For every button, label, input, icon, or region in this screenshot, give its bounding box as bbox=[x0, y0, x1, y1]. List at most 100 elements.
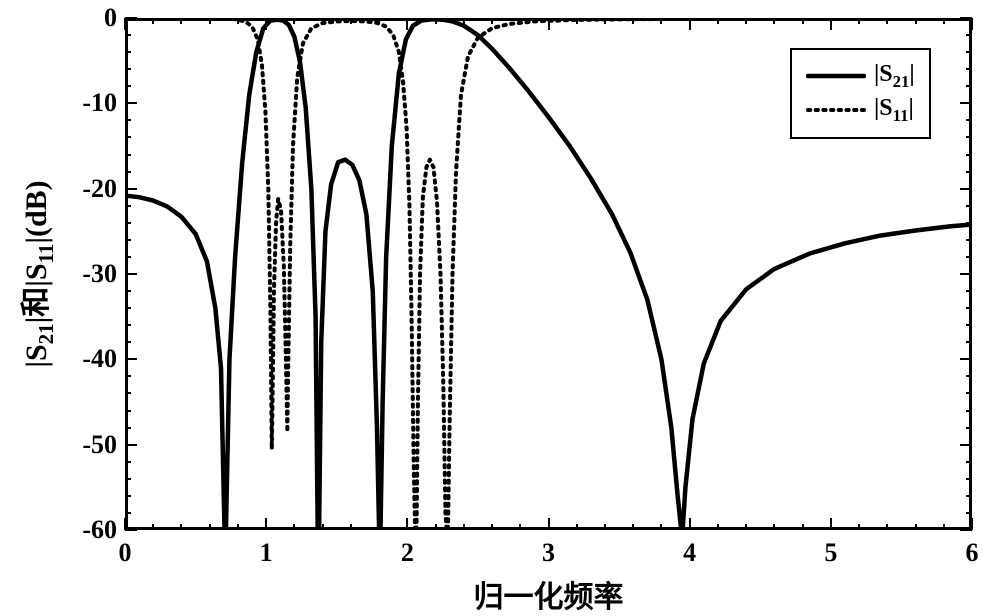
x-minor-tick bbox=[435, 524, 437, 530]
x-minor-tick bbox=[943, 524, 945, 530]
x-minor-tick-top bbox=[435, 18, 437, 24]
y-minor-tick bbox=[125, 375, 131, 377]
x-minor-tick-top bbox=[576, 18, 578, 24]
x-minor-tick-top bbox=[322, 18, 324, 24]
legend-row: |S21| bbox=[806, 61, 915, 92]
x-minor-tick-top bbox=[858, 18, 860, 24]
y-minor-tick bbox=[125, 324, 131, 326]
y-minor-tick-right bbox=[966, 375, 972, 377]
y-major-tick bbox=[125, 188, 137, 190]
x-minor-tick bbox=[915, 524, 917, 530]
y-major-tick bbox=[125, 358, 137, 360]
x-tick-label: 5 bbox=[824, 538, 837, 568]
y-tick-label: -40 bbox=[69, 344, 117, 374]
x-minor-tick-top bbox=[463, 18, 465, 24]
x-minor-tick-top bbox=[886, 18, 888, 24]
x-minor-tick-top bbox=[152, 18, 154, 24]
y-minor-tick-right bbox=[966, 478, 972, 480]
x-minor-tick bbox=[660, 524, 662, 530]
y-minor-tick-right bbox=[966, 51, 972, 53]
x-axis-label: 归一化频率 bbox=[474, 572, 624, 616]
x-tick-label: 1 bbox=[260, 538, 273, 568]
x-minor-tick bbox=[576, 524, 578, 530]
x-minor-tick-top bbox=[915, 18, 917, 24]
x-minor-tick-top bbox=[491, 18, 493, 24]
x-major-tick-top bbox=[830, 18, 832, 30]
y-minor-tick bbox=[125, 34, 131, 36]
y-minor-tick bbox=[125, 290, 131, 292]
y-tick-label: -60 bbox=[69, 515, 117, 545]
y-major-tick-right bbox=[960, 358, 972, 360]
x-tick-label: 0 bbox=[119, 538, 132, 568]
x-major-tick-top bbox=[265, 18, 267, 30]
y-tick-label: 0 bbox=[69, 3, 117, 33]
x-tick-label: 2 bbox=[401, 538, 414, 568]
y-minor-tick-right bbox=[966, 205, 972, 207]
y-major-tick-right bbox=[960, 273, 972, 275]
y-minor-tick bbox=[125, 478, 131, 480]
x-minor-tick-top bbox=[802, 18, 804, 24]
x-major-tick-top bbox=[689, 18, 691, 30]
y-minor-tick-right bbox=[966, 512, 972, 514]
legend-row: |S11| bbox=[806, 95, 915, 126]
x-minor-tick-top bbox=[604, 18, 606, 24]
x-minor-tick-top bbox=[943, 18, 945, 24]
y-major-tick-right bbox=[960, 188, 972, 190]
y-minor-tick bbox=[125, 392, 131, 394]
x-major-tick-top bbox=[124, 18, 126, 30]
x-minor-tick bbox=[322, 524, 324, 530]
y-minor-tick bbox=[125, 461, 131, 463]
x-minor-tick bbox=[378, 524, 380, 530]
y-minor-tick bbox=[125, 85, 131, 87]
y-minor-tick-right bbox=[966, 119, 972, 121]
y-tick-label: -30 bbox=[69, 259, 117, 289]
y-minor-tick-right bbox=[966, 171, 972, 173]
y-minor-tick-right bbox=[966, 256, 972, 258]
y-major-tick bbox=[125, 529, 137, 531]
x-minor-tick-top bbox=[519, 18, 521, 24]
x-minor-tick bbox=[152, 524, 154, 530]
x-major-tick bbox=[265, 518, 267, 530]
y-minor-tick bbox=[125, 51, 131, 53]
y-minor-tick bbox=[125, 495, 131, 497]
x-minor-tick-top bbox=[378, 18, 380, 24]
x-minor-tick-top bbox=[717, 18, 719, 24]
y-minor-tick-right bbox=[966, 154, 972, 156]
x-minor-tick bbox=[463, 524, 465, 530]
y-minor-tick-right bbox=[966, 68, 972, 70]
legend-line-sample bbox=[806, 66, 866, 86]
y-major-tick-right bbox=[960, 17, 972, 19]
y-minor-tick bbox=[125, 410, 131, 412]
x-major-tick-top bbox=[971, 18, 973, 30]
y-minor-tick-right bbox=[966, 34, 972, 36]
x-minor-tick bbox=[293, 524, 295, 530]
y-minor-tick-right bbox=[966, 392, 972, 394]
y-major-tick bbox=[125, 273, 137, 275]
x-minor-tick-top bbox=[293, 18, 295, 24]
x-minor-tick bbox=[519, 524, 521, 530]
y-minor-tick bbox=[125, 427, 131, 429]
x-minor-tick bbox=[858, 524, 860, 530]
x-minor-tick bbox=[886, 524, 888, 530]
legend-line-sample bbox=[806, 100, 866, 120]
y-minor-tick-right bbox=[966, 290, 972, 292]
x-minor-tick bbox=[604, 524, 606, 530]
legend-label: |S11| bbox=[874, 95, 914, 126]
y-tick-label: -10 bbox=[69, 88, 117, 118]
y-major-tick-right bbox=[960, 102, 972, 104]
x-major-tick bbox=[406, 518, 408, 530]
y-minor-tick bbox=[125, 222, 131, 224]
x-minor-tick bbox=[802, 524, 804, 530]
y-minor-tick bbox=[125, 136, 131, 138]
x-minor-tick-top bbox=[632, 18, 634, 24]
y-minor-tick-right bbox=[966, 410, 972, 412]
x-major-tick-top bbox=[406, 18, 408, 30]
x-minor-tick-top bbox=[237, 18, 239, 24]
x-minor-tick-top bbox=[745, 18, 747, 24]
x-major-tick-top bbox=[548, 18, 550, 30]
x-major-tick bbox=[830, 518, 832, 530]
x-minor-tick bbox=[237, 524, 239, 530]
x-tick-label: 6 bbox=[966, 538, 979, 568]
y-minor-tick bbox=[125, 154, 131, 156]
y-major-tick bbox=[125, 444, 137, 446]
